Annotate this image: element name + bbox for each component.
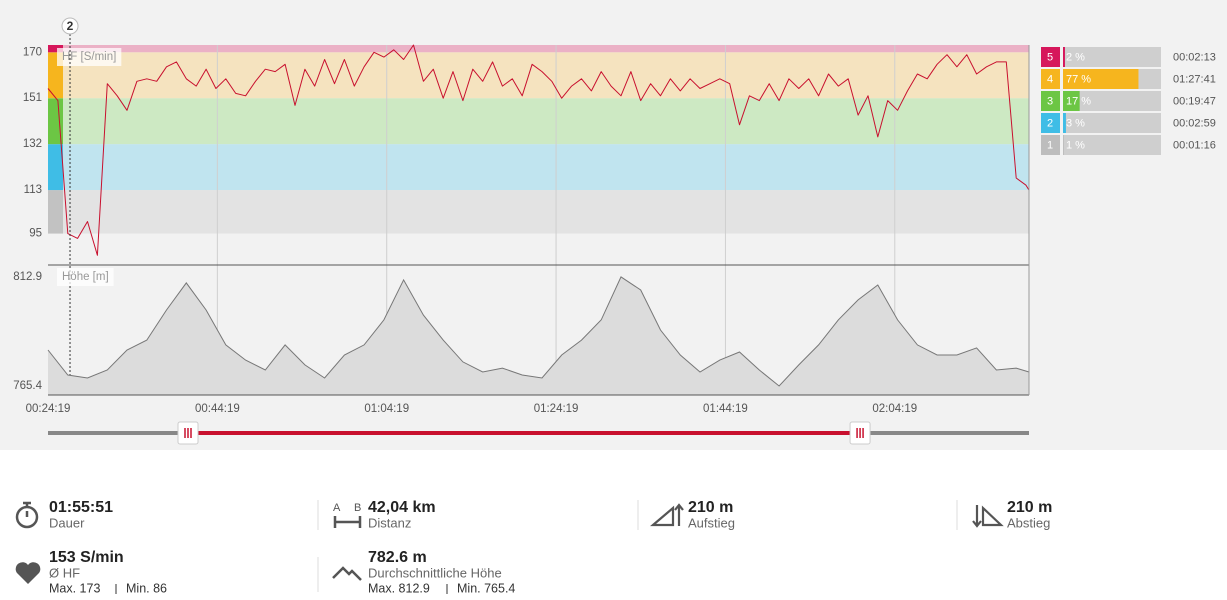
stat-detail: Max. 812.9 xyxy=(368,581,430,595)
stat-label: Abstieg xyxy=(1007,515,1050,530)
y-tick-label: 765.4 xyxy=(13,380,42,392)
zone-strip xyxy=(48,98,63,145)
zone-percent: 17 % xyxy=(1066,95,1091,107)
y-tick-label: 170 xyxy=(23,46,42,58)
area-line xyxy=(47,276,1030,387)
zone-percent: 2 % xyxy=(1066,51,1085,63)
zone-track xyxy=(1063,91,1161,111)
zone-swatch xyxy=(1041,113,1060,133)
stat-value: 153 S/min xyxy=(49,549,124,566)
stats: 01:55:51 Dauer A B 42,04 km Distanz 210 … xyxy=(15,499,1052,595)
zone-band xyxy=(48,52,1029,99)
zone-track xyxy=(1063,47,1161,67)
zone-band xyxy=(48,98,1029,145)
x-tick-label: 01:24:19 xyxy=(534,403,579,415)
zone-time: 01:27:41 xyxy=(1173,73,1216,85)
descent-icon xyxy=(972,505,1004,528)
stat-label: Dauer xyxy=(49,515,85,530)
zone-time: 00:19:47 xyxy=(1173,95,1216,107)
zone-track xyxy=(1063,113,1161,133)
stat-label: Ø HF xyxy=(49,565,80,580)
zone-name: 1 xyxy=(1047,139,1053,151)
zone-time: 00:02:13 xyxy=(1173,51,1216,63)
ascent-icon xyxy=(650,503,684,527)
zone-bar xyxy=(1063,47,1065,67)
zone-strip xyxy=(48,45,63,53)
zone-name: 2 xyxy=(1047,117,1053,129)
distance-icon xyxy=(333,516,362,528)
x-tick-label: 01:04:19 xyxy=(364,403,409,415)
slider-handle[interactable] xyxy=(849,421,871,445)
hr-line xyxy=(47,44,1030,256)
zone-strip xyxy=(48,144,63,191)
stat-detail: Max. 173 xyxy=(49,581,100,595)
y-tick-label: 113 xyxy=(24,184,42,196)
area xyxy=(48,276,1029,395)
zone-bar xyxy=(1063,135,1064,155)
zone-time: 00:02:59 xyxy=(1173,117,1216,129)
icon-text: A xyxy=(333,502,341,514)
stat-value: 01:55:51 xyxy=(49,499,113,516)
mountain-icon xyxy=(332,566,362,581)
zone-bar xyxy=(1063,69,1139,89)
stat-label: Durchschnittliche Höhe xyxy=(368,565,502,580)
slider-handle[interactable] xyxy=(177,421,199,445)
axis-label: Höhe [m] xyxy=(62,271,109,283)
zone-swatch xyxy=(1041,69,1060,89)
zone-swatch xyxy=(1041,91,1060,111)
y-tick-label: 132 xyxy=(23,138,42,150)
range-slider xyxy=(48,421,1029,445)
zone-band xyxy=(48,190,1029,234)
zone-strip xyxy=(48,190,63,234)
stat-value: 210 m xyxy=(688,499,733,516)
zone-name: 5 xyxy=(1047,51,1053,63)
axis-label: HF [S/min] xyxy=(62,51,116,63)
zone-swatch xyxy=(1041,135,1060,155)
x-tick-label: 00:44:19 xyxy=(195,403,240,415)
stat-detail: Min. 765.4 xyxy=(457,581,515,595)
zone-band xyxy=(48,45,1029,53)
zone-track xyxy=(1063,135,1161,155)
y-tick-label: 151 xyxy=(23,92,42,104)
charts: 95 113 132 151 170 HF [S/min] 2 00:24:19 00:44:1… xyxy=(13,17,1030,415)
y-tick-label: 95 xyxy=(29,228,42,240)
zone-percent: 3 % xyxy=(1066,117,1085,129)
lap-marker-label: 2 xyxy=(67,19,74,33)
x-tick-label: 01:44:19 xyxy=(703,403,748,415)
lap-marker xyxy=(61,17,79,35)
stat-value: 782.6 m xyxy=(368,549,427,566)
stat-value: 210 m xyxy=(1007,499,1052,516)
zone-bar xyxy=(1063,113,1066,133)
x-tick-label: 00:24:19 xyxy=(26,403,71,415)
axis-label-box xyxy=(57,268,114,286)
zone-bar xyxy=(1063,91,1080,111)
stat-label: Aufstieg xyxy=(688,515,735,530)
zone-swatch xyxy=(1041,47,1060,67)
heart-icon xyxy=(15,562,41,584)
stat-label: Distanz xyxy=(368,515,411,530)
zone-band xyxy=(48,144,1029,191)
stat-detail: Min. 86 xyxy=(126,581,167,595)
zone-legend: 5 2 % 00:02:13 4 77 % 01:27:41 3 17 % 00:19:47 2 3… xyxy=(1041,47,1216,155)
stopwatch-icon xyxy=(15,501,39,529)
y-tick-label: 812.9 xyxy=(13,271,42,283)
stat-value: 42,04 km xyxy=(368,499,436,516)
zone-name: 4 xyxy=(1047,73,1053,85)
axis-label-box xyxy=(57,48,122,66)
icon-text: B xyxy=(354,502,361,514)
zone-time: 00:01:16 xyxy=(1173,139,1216,151)
x-tick-label: 02:04:19 xyxy=(872,403,917,415)
zone-percent: 77 % xyxy=(1066,73,1091,85)
zone-name: 3 xyxy=(1047,95,1053,107)
zone-percent: 1 % xyxy=(1066,139,1085,151)
